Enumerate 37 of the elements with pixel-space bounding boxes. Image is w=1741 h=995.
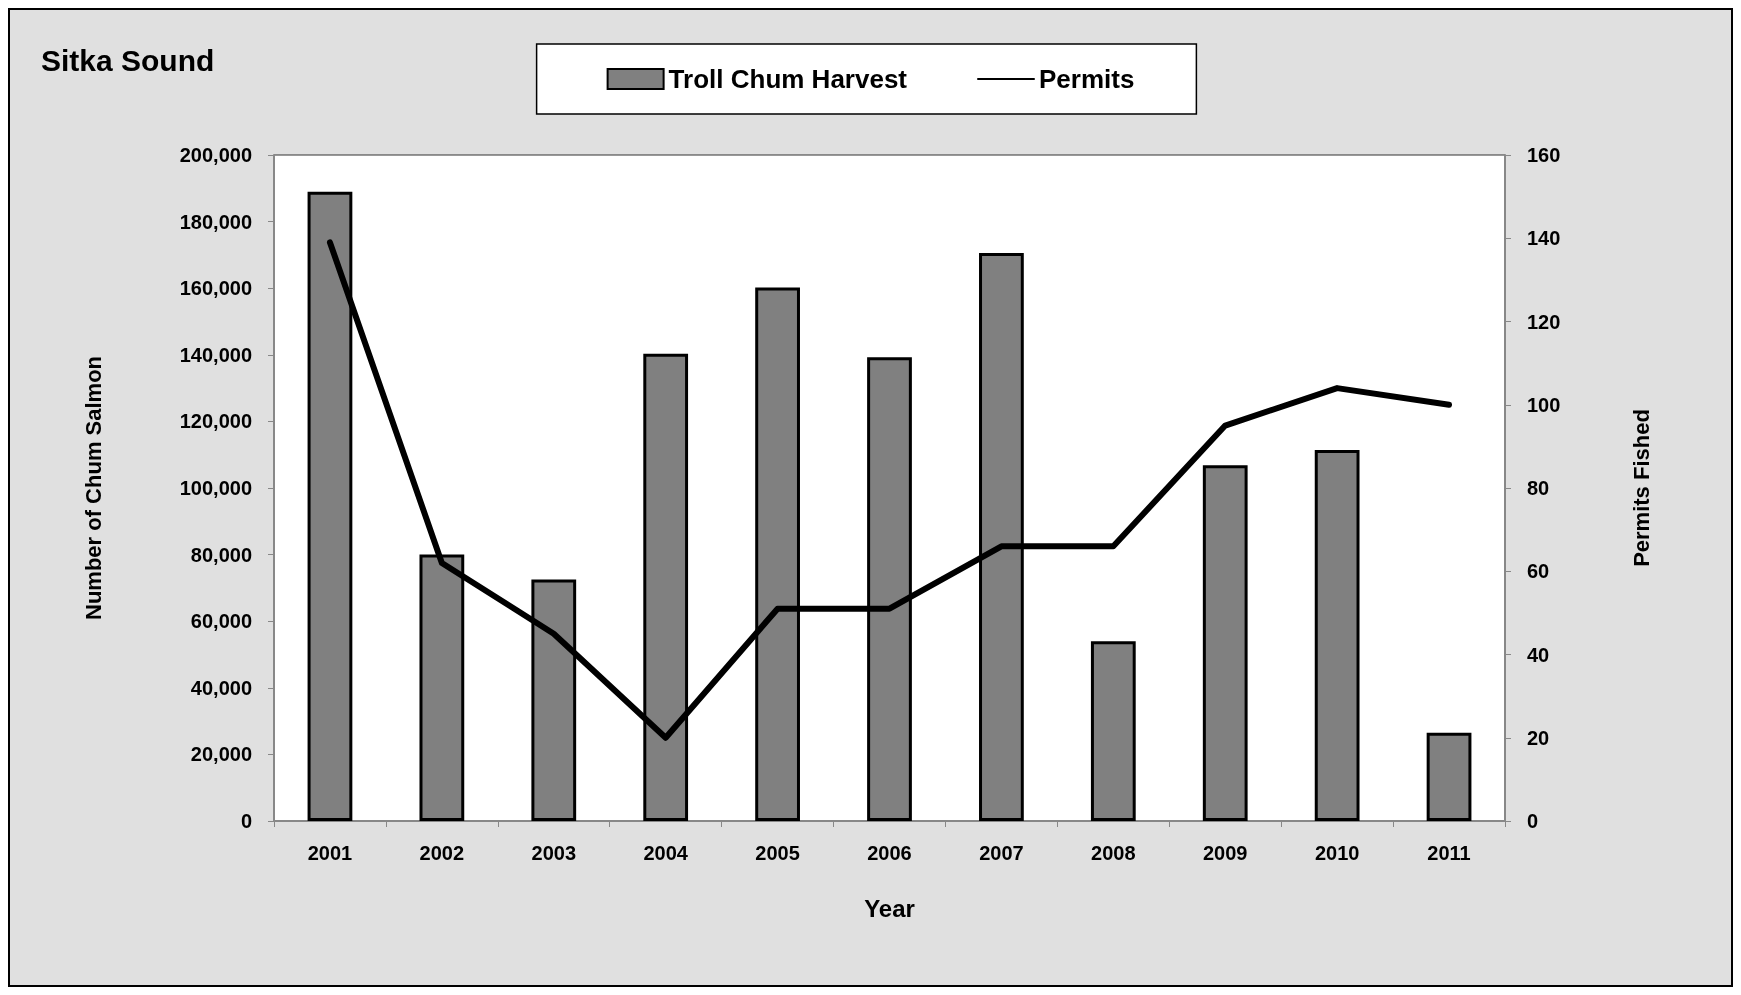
y2-tick-label: 160 [1527, 144, 1561, 166]
y-tick-label: 40,000 [190, 676, 252, 699]
y-tick-label: 140,000 [179, 343, 252, 366]
y2-tick-label: 60 [1527, 560, 1550, 583]
x-tick-label: 2009 [1202, 842, 1248, 864]
y-tick-label: 180,000 [179, 210, 252, 233]
y2-tick-label: 40 [1527, 643, 1550, 666]
x-tick-label: 2003 [531, 842, 577, 864]
chart-title: Sitka Sound [41, 43, 215, 77]
y2-axis-title: Permits Fished [1628, 409, 1654, 567]
x-axis-title: Year [864, 894, 915, 922]
y-tick-label: 100,000 [179, 477, 252, 499]
y-tick-label: 20,000 [190, 743, 252, 766]
y2-tick-label: 80 [1527, 477, 1550, 499]
y2-tick-label: 0 [1527, 810, 1539, 832]
y-axis-title: Number of Chum Salmon [80, 355, 106, 621]
y2-tick-label: 20 [1527, 726, 1550, 749]
y-tick-label: 200,000 [179, 144, 252, 166]
y-tick-label: 60,000 [190, 610, 252, 633]
x-tick-label: 2002 [419, 842, 465, 864]
y-tick-label: 120,000 [179, 410, 252, 433]
y2-tick-label: 120 [1527, 310, 1561, 333]
x-tick-label: 2006 [867, 842, 912, 864]
x-tick-label: 2007 [979, 842, 1024, 864]
x-tick-label: 2011 [1427, 842, 1471, 864]
y-tick-label: 80,000 [190, 543, 252, 566]
x-tick-label: 2008 [1091, 842, 1136, 864]
y-tick-label: 160,000 [179, 277, 252, 300]
y-tick-label: 0 [240, 810, 252, 832]
x-tick-label: 2005 [755, 842, 800, 864]
legend-label: Permits [1039, 64, 1135, 94]
x-tick-label: 2004 [643, 842, 689, 864]
x-tick-label: 2001 [307, 842, 353, 864]
y2-tick-label: 140 [1527, 227, 1561, 250]
x-tick-label: 2010 [1314, 842, 1360, 864]
legend-label: Troll Chum Harvest [668, 64, 908, 94]
y2-tick-label: 100 [1527, 393, 1561, 416]
